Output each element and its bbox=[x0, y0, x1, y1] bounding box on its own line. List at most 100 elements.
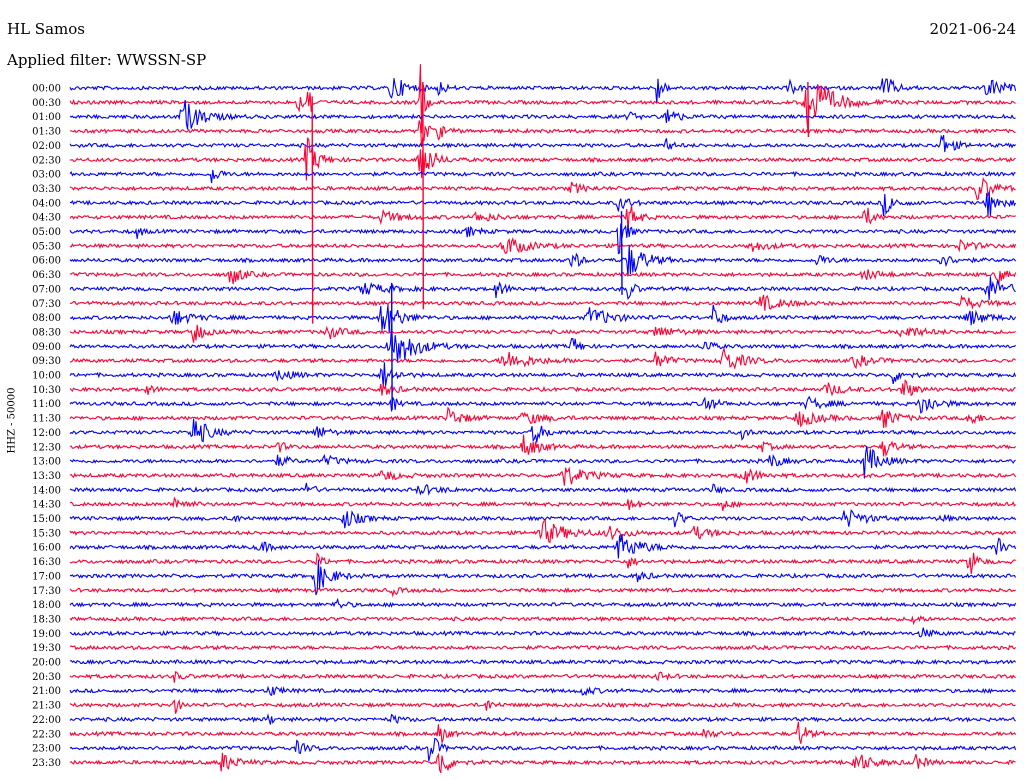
spike-2 bbox=[390, 282, 393, 410]
time-label-2130: 21:30 bbox=[32, 701, 61, 712]
time-label-0900: 09:00 bbox=[32, 342, 61, 353]
time-label-1730: 17:30 bbox=[32, 586, 61, 597]
time-label-0330: 03:30 bbox=[32, 184, 61, 195]
trace-1500 bbox=[69, 509, 1017, 529]
time-label-2100: 21:00 bbox=[32, 686, 61, 697]
trace-1230 bbox=[69, 434, 1017, 458]
trace-0930 bbox=[69, 348, 1017, 370]
time-label-2330: 23:30 bbox=[32, 758, 61, 769]
time-label-0800: 08:00 bbox=[32, 313, 61, 324]
time-label-0630: 06:30 bbox=[32, 270, 61, 281]
trace-1100 bbox=[69, 395, 1017, 414]
trace-0430 bbox=[69, 205, 1016, 232]
trace-1630 bbox=[69, 552, 1016, 574]
trace-0400 bbox=[69, 191, 1017, 217]
trace-1900 bbox=[69, 627, 1016, 638]
trace-1030 bbox=[69, 378, 1016, 397]
trace-1800 bbox=[69, 597, 1017, 609]
trace-1600 bbox=[69, 533, 1017, 559]
trace-1200 bbox=[69, 418, 1017, 443]
trace-0730 bbox=[69, 294, 1017, 311]
trace-0500 bbox=[69, 223, 1017, 255]
time-label-0130: 01:30 bbox=[32, 127, 61, 138]
trace-1330 bbox=[69, 466, 1017, 486]
time-label-0300: 03:00 bbox=[32, 170, 61, 181]
station-title: HL Samos bbox=[7, 20, 85, 38]
trace-1300 bbox=[69, 446, 1016, 479]
time-label-1400: 14:00 bbox=[32, 485, 61, 496]
time-label-1430: 14:30 bbox=[32, 500, 61, 511]
trace-2200 bbox=[69, 713, 1016, 725]
time-label-0930: 09:30 bbox=[32, 356, 61, 367]
trace-0830 bbox=[69, 324, 1016, 343]
time-label-0500: 05:00 bbox=[32, 227, 61, 238]
spike-3 bbox=[620, 211, 623, 295]
filter-label: Applied filter: WWSSN-SP bbox=[7, 51, 207, 69]
spike-4 bbox=[807, 81, 810, 138]
time-label-1230: 12:30 bbox=[32, 442, 61, 453]
time-label-2030: 20:30 bbox=[32, 672, 61, 683]
time-label-0730: 07:30 bbox=[32, 299, 61, 310]
time-label-1300: 13:00 bbox=[32, 457, 61, 468]
trace-0330 bbox=[69, 177, 1016, 201]
trace-0800 bbox=[69, 304, 1017, 333]
time-label-0230: 02:30 bbox=[32, 155, 61, 166]
trace-1000 bbox=[69, 362, 1017, 387]
time-label-1130: 11:30 bbox=[32, 414, 61, 425]
time-label-1500: 15:00 bbox=[32, 514, 61, 525]
time-label-0200: 02:00 bbox=[32, 141, 61, 152]
time-label-2300: 23:00 bbox=[32, 744, 61, 755]
time-label-2000: 20:00 bbox=[32, 658, 61, 669]
time-label-0400: 04:00 bbox=[32, 198, 61, 209]
trace-1730 bbox=[69, 587, 1016, 598]
time-label-0530: 05:30 bbox=[32, 241, 61, 252]
trace-1830 bbox=[69, 615, 1017, 626]
time-label-1700: 17:00 bbox=[32, 571, 61, 582]
trace-0600 bbox=[69, 245, 1017, 277]
trace-2100 bbox=[69, 685, 1016, 697]
time-label-0830: 08:30 bbox=[32, 327, 61, 338]
trace-2300 bbox=[69, 737, 1017, 762]
time-label-1030: 10:30 bbox=[32, 385, 61, 396]
time-label-0000: 00:00 bbox=[32, 84, 61, 95]
trace-2000 bbox=[69, 658, 1017, 666]
trace-0630 bbox=[69, 269, 1017, 286]
trace-0030 bbox=[69, 64, 1016, 134]
trace-2330 bbox=[69, 752, 1016, 774]
record-date: 2021-06-24 bbox=[929, 20, 1016, 38]
time-label-1930: 19:30 bbox=[32, 643, 61, 654]
trace-1400 bbox=[69, 482, 1017, 496]
time-label-1000: 10:00 bbox=[32, 371, 61, 382]
trace-2030 bbox=[69, 671, 1016, 683]
time-label-1530: 15:30 bbox=[32, 528, 61, 539]
time-label-1830: 18:30 bbox=[32, 614, 61, 625]
trace-0530 bbox=[69, 236, 1017, 255]
trace-1930 bbox=[69, 644, 1017, 651]
trace-0700 bbox=[69, 276, 1016, 301]
time-label-0700: 07:00 bbox=[32, 284, 61, 295]
trace-1700 bbox=[69, 559, 1017, 596]
trace-1130 bbox=[69, 406, 1016, 429]
time-label-0600: 06:00 bbox=[32, 256, 61, 267]
time-label-0030: 00:30 bbox=[32, 98, 61, 109]
trace-0300 bbox=[69, 169, 1016, 184]
trace-0200 bbox=[69, 134, 1016, 153]
trace-0000 bbox=[69, 78, 1017, 104]
spike-0 bbox=[311, 96, 314, 324]
trace-0230 bbox=[69, 137, 1016, 181]
time-label-group: 00:00 00:30 01:00 01:30 02:00 02:30 03:00 03:30… bbox=[32, 84, 61, 769]
trace-2130 bbox=[69, 699, 1016, 714]
spike-1 bbox=[422, 81, 425, 310]
time-label-1330: 13:30 bbox=[32, 471, 61, 482]
trace-group bbox=[69, 64, 1017, 774]
trace-1530 bbox=[69, 519, 1017, 544]
time-label-1630: 16:30 bbox=[32, 557, 61, 568]
trace-0130 bbox=[69, 120, 1016, 148]
time-label-1100: 11:00 bbox=[32, 399, 61, 410]
time-label-0100: 01:00 bbox=[32, 112, 61, 123]
trace-1430 bbox=[69, 496, 1016, 512]
time-label-0430: 04:30 bbox=[32, 213, 61, 224]
time-label-2200: 22:00 bbox=[32, 715, 61, 726]
time-label-2230: 22:30 bbox=[32, 729, 61, 740]
